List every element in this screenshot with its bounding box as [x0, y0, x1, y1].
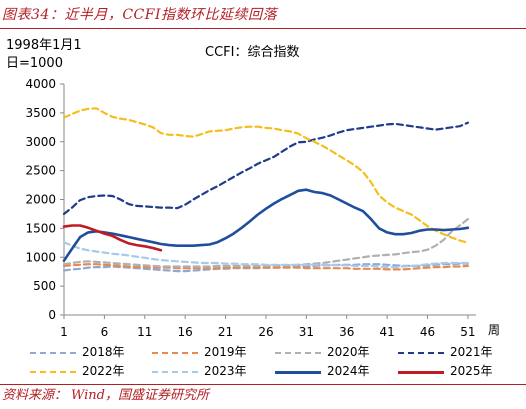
y-tick-label: 3000	[25, 135, 56, 149]
series-line-6	[62, 241, 469, 269]
legend-swatch	[398, 371, 444, 374]
title-rule	[0, 28, 526, 29]
y-tick-label: 1500	[25, 221, 56, 235]
y-tick-label: 500	[33, 279, 56, 293]
legend-label: 2023年	[204, 364, 247, 378]
series-line-7	[62, 188, 470, 263]
x-tick-label: 31	[299, 325, 314, 339]
y-unit-note-line2: 日=1000	[6, 56, 63, 71]
x-tick-label: 6	[101, 325, 109, 339]
legend-label: 2025年	[450, 364, 493, 378]
x-tick-label: 16	[178, 325, 193, 339]
x-tick-label: 21	[218, 325, 233, 339]
legend-label: 2020年	[327, 345, 370, 359]
x-tick-label: 41	[379, 325, 394, 339]
source-note: 资料来源： Wind，国盛证券研究所	[2, 387, 209, 405]
legend-label: 2024年	[327, 364, 370, 378]
source-label: 资料来源：	[2, 388, 68, 403]
legend-label: 2021年	[450, 345, 493, 359]
chart-title: CCFI：综合指数	[205, 45, 300, 60]
source-rule	[0, 384, 526, 385]
y-tick-label: 2500	[25, 164, 56, 178]
y-tick-label: 4000	[25, 77, 56, 91]
legend-swatch	[152, 352, 198, 354]
x-tick-labels: 1 6 11 16 21 26 31 36 41 46 51	[60, 325, 475, 339]
legend-swatch	[152, 371, 198, 373]
y-tick-label: 0	[48, 308, 56, 322]
legend-swatch	[30, 371, 76, 373]
series-line-5	[62, 107, 469, 244]
x-tick-label: 26	[258, 325, 273, 339]
y-tick-label: 2000	[25, 193, 56, 207]
legend-swatch	[30, 352, 76, 354]
source-text: Wind，国盛证券研究所	[71, 388, 210, 403]
legend-label: 2022年	[82, 364, 125, 378]
chart-legend: 2018年 2019年 2020年 2021年 2022年 2023年 2024年 2025年	[30, 344, 520, 382]
legend-swatch	[275, 352, 321, 354]
legend-swatch	[275, 371, 321, 374]
series-line-4	[62, 121, 469, 215]
x-tick-label: 46	[420, 325, 435, 339]
y-unit-note: 1998年1月1 日=1000	[6, 37, 82, 73]
x-tick-label: 11	[137, 325, 152, 339]
series-line-8	[62, 224, 163, 252]
x-axis-unit: 周	[488, 323, 501, 337]
y-tick-label: 3500	[25, 106, 56, 120]
y-tick-labels: 0 500 1000 1500 2000 2500 3000 3500 4000	[25, 77, 56, 322]
legend-swatch	[398, 352, 444, 354]
legend-label: 2018年	[82, 345, 125, 359]
series-line-2	[62, 263, 469, 271]
y-tick-label: 1000	[25, 250, 56, 264]
legend-label: 2019年	[204, 345, 247, 359]
y-unit-note-line1: 1998年1月1	[6, 38, 82, 53]
figure-title: 图表34：近半月，CCFI指数环比延续回落	[2, 7, 277, 23]
x-tick-label: 51	[460, 325, 475, 339]
x-tick-label: 36	[339, 325, 354, 339]
series-lines	[62, 107, 470, 273]
chart-axes	[60, 83, 476, 319]
x-tick-label: 1	[60, 325, 68, 339]
